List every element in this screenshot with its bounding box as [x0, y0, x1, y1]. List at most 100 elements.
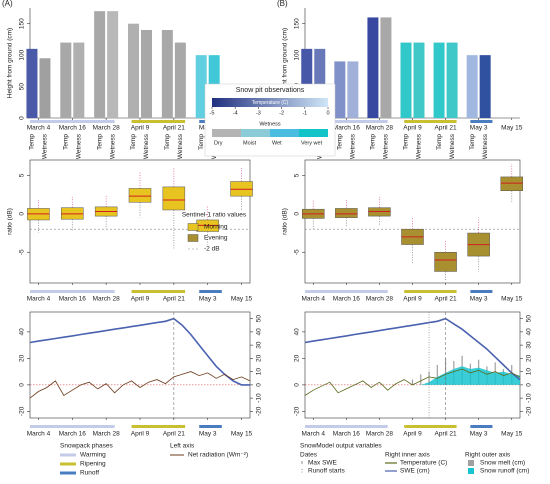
x-tick-label: May 3 [470, 431, 488, 438]
box [434, 252, 457, 272]
y2-tick-label: 10 [526, 368, 533, 376]
wetness-swatch [270, 129, 299, 137]
bar-label: Temp [164, 134, 171, 150]
y-axis-label: Height from ground (cm) [7, 28, 14, 98]
x-tick-label: March 28 [366, 296, 393, 303]
legend-label: Snow runoff (cm) [480, 468, 529, 475]
bar [347, 61, 359, 118]
y-tick-label: 0 [19, 212, 26, 216]
bar [39, 58, 51, 118]
bar [413, 42, 425, 119]
x-tick-label: April 9 [403, 125, 422, 132]
bar [128, 23, 139, 118]
phase-bar [404, 290, 457, 293]
legend-label: Morning [204, 224, 228, 231]
bar [161, 30, 173, 118]
legend-group-title: Right inner axis [385, 452, 431, 459]
y-tick-label: -5 [294, 249, 301, 255]
bar [73, 42, 85, 119]
bar-label: Wetness [449, 133, 456, 159]
y-tick-label: 20 [19, 354, 26, 362]
y2-tick-label: -20 [526, 406, 533, 416]
legend-swatch [468, 468, 474, 474]
y2-tick-label: 40 [256, 328, 263, 336]
bar [466, 55, 478, 118]
y-tick-label: 5 [294, 173, 301, 177]
x-tick-label: April 9 [403, 296, 422, 303]
bar-label: Wetness [482, 133, 489, 159]
x-tick-label: April 9 [131, 125, 150, 132]
x-tick-label: March 4 [302, 431, 326, 438]
bar-label: Temp [130, 134, 137, 150]
y-tick-label: 0 [294, 383, 301, 387]
y2-tick-label: 0 [256, 383, 263, 387]
bar-label: Wetness [177, 133, 184, 159]
phase-bar [131, 290, 186, 293]
x-tick-label: April 9 [131, 296, 150, 303]
y2-tick-label: -10 [256, 393, 263, 403]
x-tick-label: March 28 [366, 431, 393, 438]
colorbar-tick-label: 0 [326, 110, 329, 116]
bar [334, 61, 346, 118]
box [162, 186, 186, 211]
colorbar-label: Temperature (C) [252, 100, 289, 106]
legend-swatch [60, 453, 76, 457]
melt-bar [444, 358, 447, 385]
colorbar-tick-label: -4 [233, 110, 238, 116]
bar [195, 55, 207, 118]
bar [314, 48, 326, 118]
y-axis-label: ratio (dB) [7, 208, 14, 235]
bar-label: Temp [436, 134, 443, 150]
bar [433, 42, 445, 119]
bar-label: Temp [198, 134, 205, 150]
bar [26, 48, 38, 118]
x-tick-label: May 3 [470, 296, 488, 303]
phase-bar [404, 425, 457, 428]
phase-bar [305, 120, 388, 123]
melt-bar [420, 374, 422, 385]
phase-bar [470, 425, 493, 428]
y2-tick-label: 0 [526, 383, 533, 387]
y2-tick-label: 40 [526, 328, 533, 336]
legend-label: Snow melt (cm) [480, 460, 525, 467]
legend-title: SnowModel output variables [300, 443, 382, 450]
legend-title: Snow pit observations [236, 87, 305, 94]
y-tick-label: 40 [294, 328, 301, 336]
y2-tick-label: 50 [256, 315, 263, 323]
x-tick-label: March 28 [93, 296, 120, 303]
x-tick-label: April 9 [131, 431, 150, 438]
phase-bar [131, 425, 186, 428]
bar-label: Temp [337, 134, 344, 150]
y-axis-label: ratio (dB) [282, 208, 289, 235]
legend-label: Temperature (C) [400, 460, 447, 467]
series-line [29, 371, 251, 399]
x-tick-label: March 16 [59, 125, 86, 132]
bar-label: Temp [403, 134, 410, 150]
bar-label: Wetness [416, 133, 423, 159]
legend-label: -2 dB [204, 246, 220, 253]
x-tick-label: May 15 [231, 296, 253, 303]
x-tick-label: March 16 [333, 296, 360, 303]
legend-label: Ripening [80, 461, 106, 468]
y-tick-label: 50 [19, 83, 26, 91]
x-tick-label: March 4 [27, 296, 51, 303]
bar-label: Wetness [350, 133, 357, 159]
x-tick-label: May 15 [231, 431, 253, 438]
bar-label: Temp [370, 134, 377, 150]
y-tick-label: -20 [19, 406, 26, 416]
legend-swatch [468, 460, 474, 466]
x-tick-label: March 4 [27, 125, 51, 132]
y-tick-label: 100 [19, 49, 26, 60]
y-tick-label: 0 [19, 116, 26, 120]
legend-label: Runoff [80, 470, 99, 477]
x-tick-label: May 3 [470, 125, 488, 132]
colorbar-tick-label: -5 [210, 110, 215, 116]
box [128, 188, 152, 203]
phase-bar [404, 120, 457, 123]
colorbar-tick-label: -3 [256, 110, 261, 116]
melt-bar [411, 379, 414, 385]
legend-label: Max SWE [308, 460, 338, 467]
legend-label: Net radiation (Wm⁻²) [188, 452, 248, 459]
x-tick-label: April 21 [435, 125, 457, 132]
legend-label: Runoff starts [308, 468, 345, 475]
